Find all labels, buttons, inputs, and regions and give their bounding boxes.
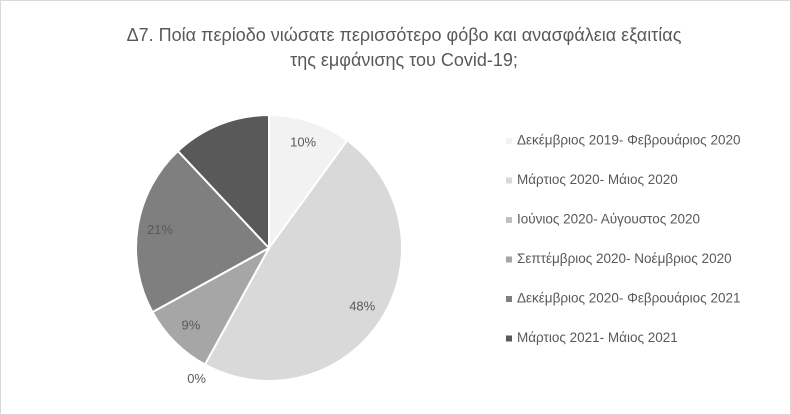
data-label: 21%: [147, 222, 173, 237]
legend-swatch: [506, 138, 512, 144]
legend-swatch: [506, 217, 512, 223]
pie-slice: [176, 113, 270, 251]
data-label: 48%: [349, 299, 375, 314]
pie-slice: [268, 113, 349, 252]
data-label: 12%: [215, 137, 241, 152]
legend-swatch: [506, 177, 512, 184]
legend-label: Μάρτιος 2020- Μάιος 2020: [517, 172, 678, 187]
legend-swatch: [506, 335, 512, 342]
pie-slice: [203, 139, 403, 382]
data-label: 0%: [187, 371, 206, 386]
legend-label: Δεκέμβριος 2019- Φεβρουάριος 2020: [517, 133, 740, 148]
legend-label: Ιούνιος 2020- Αύγουστος 2020: [517, 212, 700, 227]
chart-title: της εμφάνισης του Covid-19;: [290, 50, 518, 70]
legend-label: Μάρτιος 2021- Μάιος 2021: [517, 330, 678, 345]
legend-label: Δεκέμβριος 2020- Φεβρουάριος 2021: [517, 291, 740, 306]
pie-slice: [135, 149, 271, 314]
legend-label: Σεπτέμβριος 2020- Νοέμβριος 2020: [517, 251, 732, 266]
data-label: 9%: [182, 317, 201, 332]
legend-swatch: [506, 256, 512, 263]
legend-swatch: [506, 296, 512, 302]
data-label: 10%: [290, 134, 316, 149]
chart-title: Δ7. Ποία περίοδο νιώσατε περισσότερο φόβ…: [127, 25, 682, 45]
